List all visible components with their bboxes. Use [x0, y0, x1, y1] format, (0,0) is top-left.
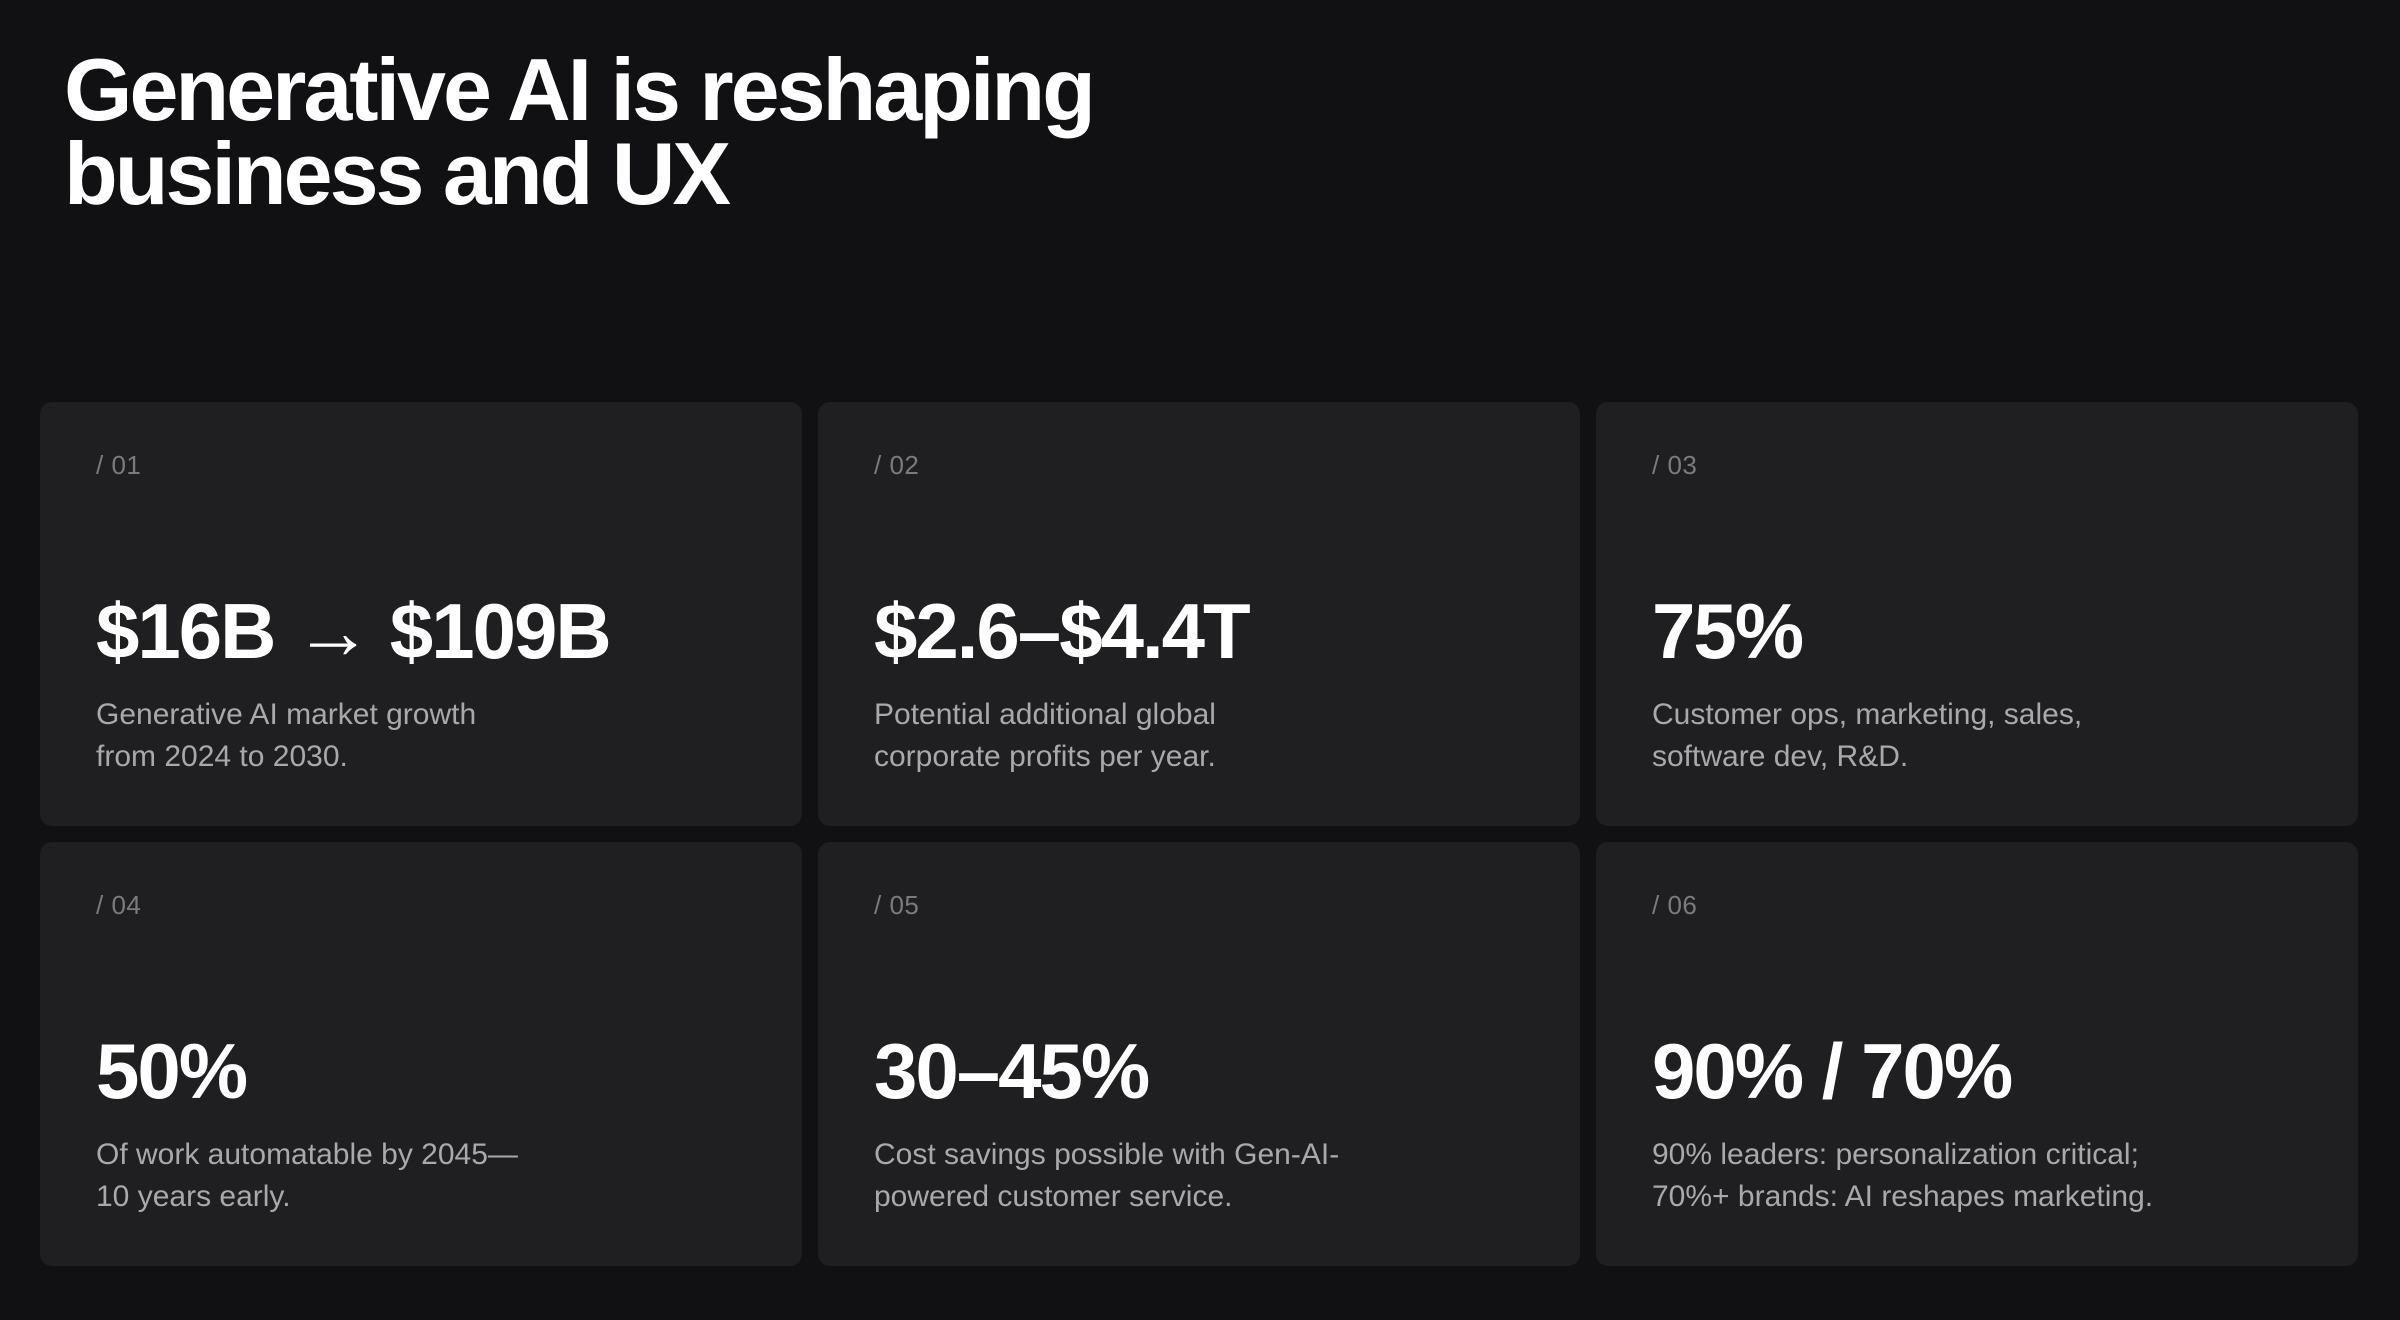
stat-card-personalization: / 06 90% / 70% 90% leaders: personalizat…	[1596, 842, 2358, 1266]
stat-value: 50%	[96, 1027, 248, 1115]
stat-description: Potential additional global corporate pr…	[874, 694, 1434, 778]
page-title-line-2: business and UX	[64, 124, 731, 223]
stat-description-line: Customer ops, marketing, sales,	[1652, 698, 2083, 731]
stat-description-line: Potential additional global	[874, 698, 1216, 731]
stat-description: Customer ops, marketing, sales, software…	[1652, 694, 2212, 778]
stat-card-market-growth: / 01 $16B → $109B Generative AI market g…	[40, 402, 802, 826]
stat-description: Generative AI market growth from 2024 to…	[96, 694, 656, 778]
stat-description-line: from 2024 to 2030.	[96, 740, 348, 773]
page-title-line-1: Generative AI is reshaping	[64, 40, 1096, 139]
card-index: / 03	[1652, 450, 1698, 480]
stat-description-line: software dev, R&D.	[1652, 740, 1909, 773]
stats-grid: / 01 $16B → $109B Generative AI market g…	[40, 402, 2360, 1266]
stat-description-line: Generative AI market growth	[96, 698, 477, 731]
stat-value: 30–45%	[874, 1027, 1150, 1115]
card-index: / 04	[96, 890, 142, 920]
stat-card-cost-savings: / 05 30–45% Cost savings possible with G…	[818, 842, 1580, 1266]
stat-card-work-automatable: / 04 50% Of work automatable by 2045— 10…	[40, 842, 802, 1266]
stat-description-line: 10 years early.	[96, 1180, 291, 1213]
stat-description-line: 90% leaders: personalization critical;	[1652, 1138, 2139, 1171]
stat-value: 90% / 70%	[1652, 1027, 2013, 1115]
stat-description: Cost savings possible with Gen-AI- power…	[874, 1134, 1434, 1218]
card-index: / 01	[96, 450, 142, 480]
stat-value: $16B → $109B	[96, 587, 612, 675]
stat-description-line: corporate profits per year.	[874, 740, 1216, 773]
stat-description: Of work automatable by 2045— 10 years ea…	[96, 1134, 656, 1218]
stat-description-line: Of work automatable by 2045—	[96, 1138, 518, 1171]
stat-description-line: Cost savings possible with Gen-AI-	[874, 1138, 1340, 1171]
card-index: / 06	[1652, 890, 1698, 920]
card-index: / 05	[874, 890, 920, 920]
stat-value: 75%	[1652, 587, 1804, 675]
stat-card-functions: / 03 75% Customer ops, marketing, sales,…	[1596, 402, 2358, 826]
stat-card-corporate-profits: / 02 $2.6–$4.4T Potential additional glo…	[818, 402, 1580, 826]
stat-value: $2.6–$4.4T	[874, 587, 1251, 675]
stat-description: 90% leaders: personalization critical; 7…	[1652, 1134, 2212, 1218]
card-index: / 02	[874, 450, 920, 480]
stat-description-line: 70%+ brands: AI reshapes marketing.	[1652, 1180, 2154, 1213]
stat-description-line: powered customer service.	[874, 1180, 1233, 1213]
page-title: Generative AI is reshaping business and …	[64, 40, 1264, 223]
